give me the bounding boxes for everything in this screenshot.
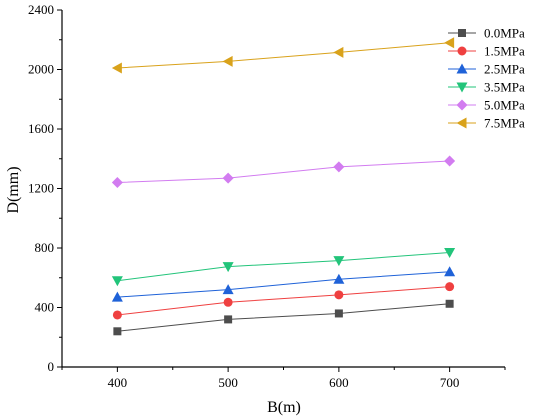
x-axis-title: B(m) [267, 399, 301, 416]
legend-item: 7.5MPa [448, 116, 525, 131]
data-point [222, 172, 234, 184]
data-point [111, 62, 122, 74]
data-point [444, 37, 455, 49]
y-tick-label: 2400 [28, 2, 54, 17]
x-tick-label: 500 [218, 375, 238, 390]
legend-marker [456, 82, 468, 93]
legend: 0.0MPa 1.5MPa 2.5MPa 3.5MPa 5.0MPa 7.5MPa [448, 26, 525, 131]
legend-marker [456, 117, 467, 129]
legend-label: 0.0MPa [484, 26, 525, 41]
data-point [333, 46, 344, 58]
data-point [113, 327, 122, 336]
data-point [222, 55, 233, 67]
series-line [117, 251, 450, 282]
series-line [117, 160, 450, 184]
legend-label: 1.5MPa [484, 44, 525, 59]
y-tick-label: 1600 [28, 121, 54, 136]
legend-marker [456, 63, 468, 74]
data-point [333, 256, 345, 267]
legend-label: 3.5MPa [484, 80, 525, 95]
series-line [117, 303, 450, 332]
data-point [223, 297, 233, 307]
legend-item: 0.0MPa [448, 26, 525, 41]
data-point [334, 309, 343, 318]
legend-marker [457, 46, 467, 56]
series-4 [111, 155, 456, 189]
legend-item: 2.5MPa [448, 62, 525, 77]
data-point [111, 177, 123, 189]
data-point [224, 315, 233, 324]
data-point [111, 291, 123, 302]
series-3 [111, 247, 456, 287]
series-layer [111, 37, 456, 336]
data-point [444, 155, 456, 167]
legend-marker [456, 99, 468, 111]
legend-item: 5.0MPa [448, 98, 525, 113]
series-5 [111, 37, 455, 74]
y-axis-title: D(mm) [5, 166, 22, 213]
legend-marker [458, 29, 466, 37]
data-point [444, 247, 456, 258]
y-tick-label: 800 [35, 240, 55, 255]
y-tick-label: 2000 [28, 62, 54, 77]
data-point [445, 282, 455, 292]
data-point [445, 299, 454, 308]
series-1 [112, 282, 455, 320]
data-point [111, 276, 123, 287]
y-tick-label: 1200 [28, 181, 54, 196]
series-line [117, 271, 450, 298]
series-line [117, 42, 450, 69]
legend-item: 1.5MPa [448, 44, 525, 59]
x-tick-label: 700 [440, 375, 460, 390]
data-point [222, 284, 234, 295]
legend-label: 2.5MPa [484, 62, 525, 77]
data-point [112, 310, 122, 320]
data-point [334, 290, 344, 300]
data-point [444, 266, 456, 277]
ticks: 0 400 800 1200 1600 2000 2400 400 500 600 700 [28, 2, 506, 390]
x-tick-label: 600 [329, 375, 349, 390]
y-tick-label: 400 [35, 300, 55, 315]
x-tick-label: 400 [108, 375, 128, 390]
legend-label: 5.0MPa [484, 98, 525, 113]
legend-label: 7.5MPa [484, 116, 525, 131]
series-2 [111, 266, 456, 302]
data-point [333, 161, 345, 173]
y-tick-label: 0 [48, 359, 55, 374]
legend-item: 3.5MPa [448, 80, 525, 95]
data-point [222, 262, 234, 273]
series-0 [113, 299, 454, 336]
series-line [117, 286, 450, 316]
data-point [333, 273, 345, 284]
